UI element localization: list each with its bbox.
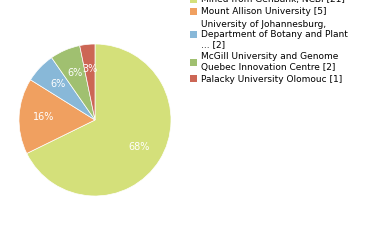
Text: 6%: 6%: [67, 67, 82, 78]
Text: 68%: 68%: [128, 142, 150, 152]
Wedge shape: [80, 44, 95, 120]
Text: 6%: 6%: [50, 79, 65, 89]
Wedge shape: [27, 44, 171, 196]
Text: 16%: 16%: [33, 112, 54, 122]
Wedge shape: [19, 80, 95, 153]
Text: 3%: 3%: [82, 64, 97, 74]
Legend: Mined from GenBank, NCBI [21], Mount Allison University [5], University of Johan: Mined from GenBank, NCBI [21], Mount All…: [190, 0, 348, 84]
Wedge shape: [30, 58, 95, 120]
Wedge shape: [52, 46, 95, 120]
